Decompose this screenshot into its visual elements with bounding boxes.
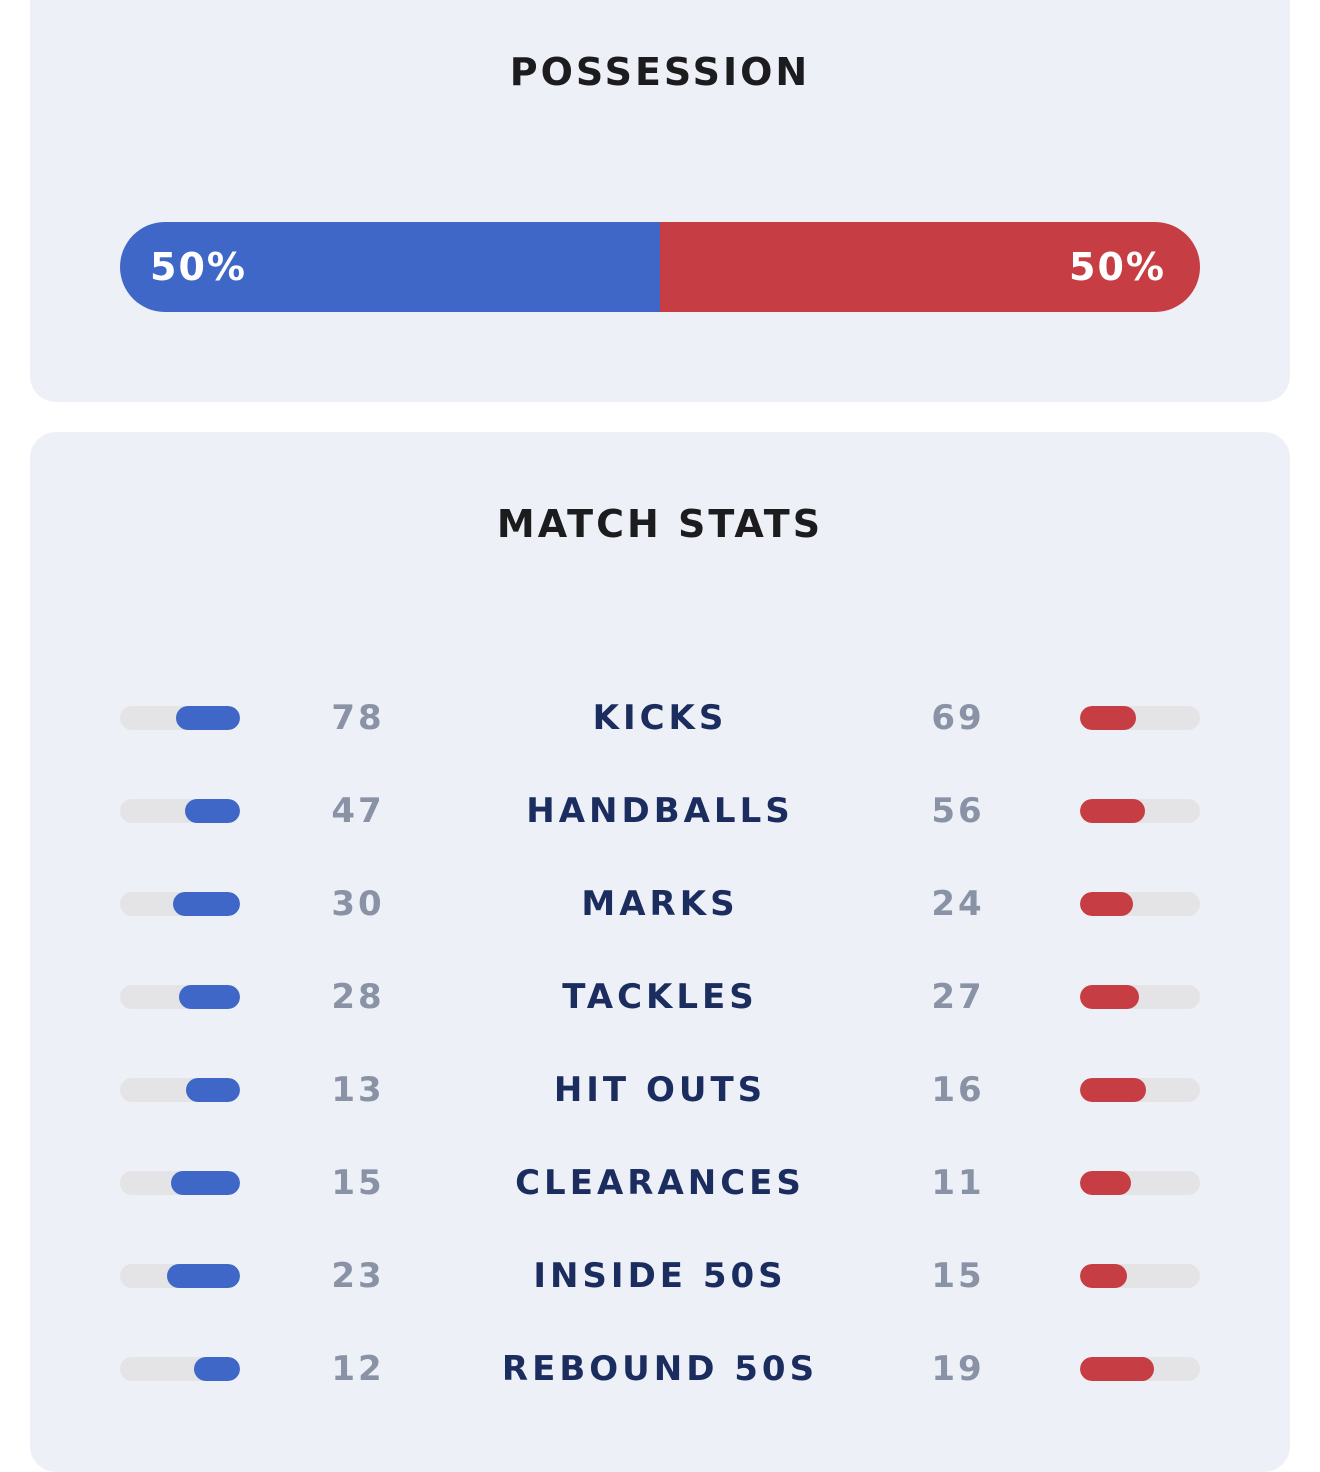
stat-row-marks: 30 MARKS 24 [30, 874, 1290, 934]
away-stat-bar-fill [1080, 799, 1146, 823]
home-stat-bar-fill [193, 1357, 240, 1381]
home-stat-bar [120, 985, 240, 1009]
away-stat-bar [1080, 706, 1200, 730]
away-stat-bar [1080, 1078, 1200, 1102]
stat-row-hit-outs: 13 HIT OUTS 16 [30, 1060, 1290, 1120]
match-stats-card: MATCH STATS 78 KICKS 69 47 HANDBALLS 56 30 MARK… [30, 432, 1290, 1472]
away-stat-value: 15 [931, 1256, 985, 1296]
away-stat-bar [1080, 799, 1200, 823]
stat-label: TACKLES [562, 977, 758, 1017]
away-stat-bar [1080, 892, 1200, 916]
home-stat-bar-fill [167, 1264, 240, 1288]
home-stat-bar-fill [185, 799, 240, 823]
stat-label: HIT OUTS [553, 1070, 767, 1110]
home-stat-bar [120, 799, 240, 823]
home-stat-bar-fill [170, 1171, 240, 1195]
stat-row-tackles: 28 TACKLES 27 [30, 967, 1290, 1027]
away-stat-bar [1080, 985, 1200, 1009]
stat-label: MARKS [581, 884, 739, 924]
home-stat-bar [120, 1357, 240, 1381]
home-stat-value: 13 [331, 1070, 385, 1110]
home-stat-bar [120, 1078, 240, 1102]
stat-row-inside-50s: 23 INSIDE 50S 15 [30, 1246, 1290, 1306]
home-stat-bar [120, 706, 240, 730]
home-stat-bar-fill [186, 1078, 240, 1102]
home-stat-bar-fill [178, 985, 240, 1009]
possession-home-percent: 50% [150, 245, 247, 289]
away-stat-bar-fill [1080, 1171, 1131, 1195]
possession-away-percent: 50% [1069, 245, 1166, 289]
away-stat-bar-fill [1080, 1264, 1128, 1288]
stat-label: CLEARANCES [515, 1163, 805, 1203]
home-stat-bar [120, 892, 240, 916]
match-stats-title: MATCH STATS [496, 502, 824, 546]
stat-label: KICKS [592, 698, 728, 738]
possession-card: POSSESSION 50% 50% [30, 0, 1290, 402]
home-stat-bar-fill [173, 892, 240, 916]
stat-label: REBOUND 50S [501, 1349, 819, 1389]
away-stat-value: 19 [931, 1349, 985, 1389]
home-stat-value: 30 [331, 884, 385, 924]
away-stat-bar-fill [1080, 1078, 1147, 1102]
stat-row-handballs: 47 HANDBALLS 56 [30, 781, 1290, 841]
away-stat-value: 56 [931, 791, 985, 831]
stat-row-clearances: 15 CLEARANCES 11 [30, 1153, 1290, 1213]
home-stat-bar-fill [176, 706, 240, 730]
home-stat-value: 15 [331, 1163, 385, 1203]
away-stat-bar [1080, 1171, 1200, 1195]
home-stat-value: 23 [331, 1256, 385, 1296]
possession-title: POSSESSION [509, 50, 811, 94]
stat-label: HANDBALLS [526, 791, 794, 831]
away-stat-bar-fill [1080, 985, 1139, 1009]
stat-label: INSIDE 50S [533, 1256, 787, 1296]
away-stat-bar [1080, 1357, 1200, 1381]
home-stat-bar [120, 1264, 240, 1288]
home-stat-value: 28 [331, 977, 385, 1017]
home-stat-value: 78 [331, 698, 385, 738]
home-stat-value: 47 [331, 791, 385, 831]
possession-bar: 50% 50% [120, 222, 1200, 312]
away-stat-value: 11 [931, 1163, 985, 1203]
stat-row-kicks: 78 KICKS 69 [30, 688, 1290, 748]
away-stat-value: 27 [931, 977, 985, 1017]
possession-away-segment: 50% [660, 222, 1200, 312]
away-stat-value: 16 [931, 1070, 985, 1110]
stat-row-rebound-50s: 12 REBOUND 50S 19 [30, 1339, 1290, 1399]
home-stat-value: 12 [331, 1349, 385, 1389]
away-stat-bar [1080, 1264, 1200, 1288]
away-stat-value: 69 [931, 698, 985, 738]
home-stat-bar [120, 1171, 240, 1195]
away-stat-bar-fill [1080, 706, 1137, 730]
away-stat-value: 24 [931, 884, 985, 924]
away-stat-bar-fill [1080, 892, 1134, 916]
possession-home-segment: 50% [120, 222, 660, 312]
away-stat-bar-fill [1080, 1357, 1154, 1381]
